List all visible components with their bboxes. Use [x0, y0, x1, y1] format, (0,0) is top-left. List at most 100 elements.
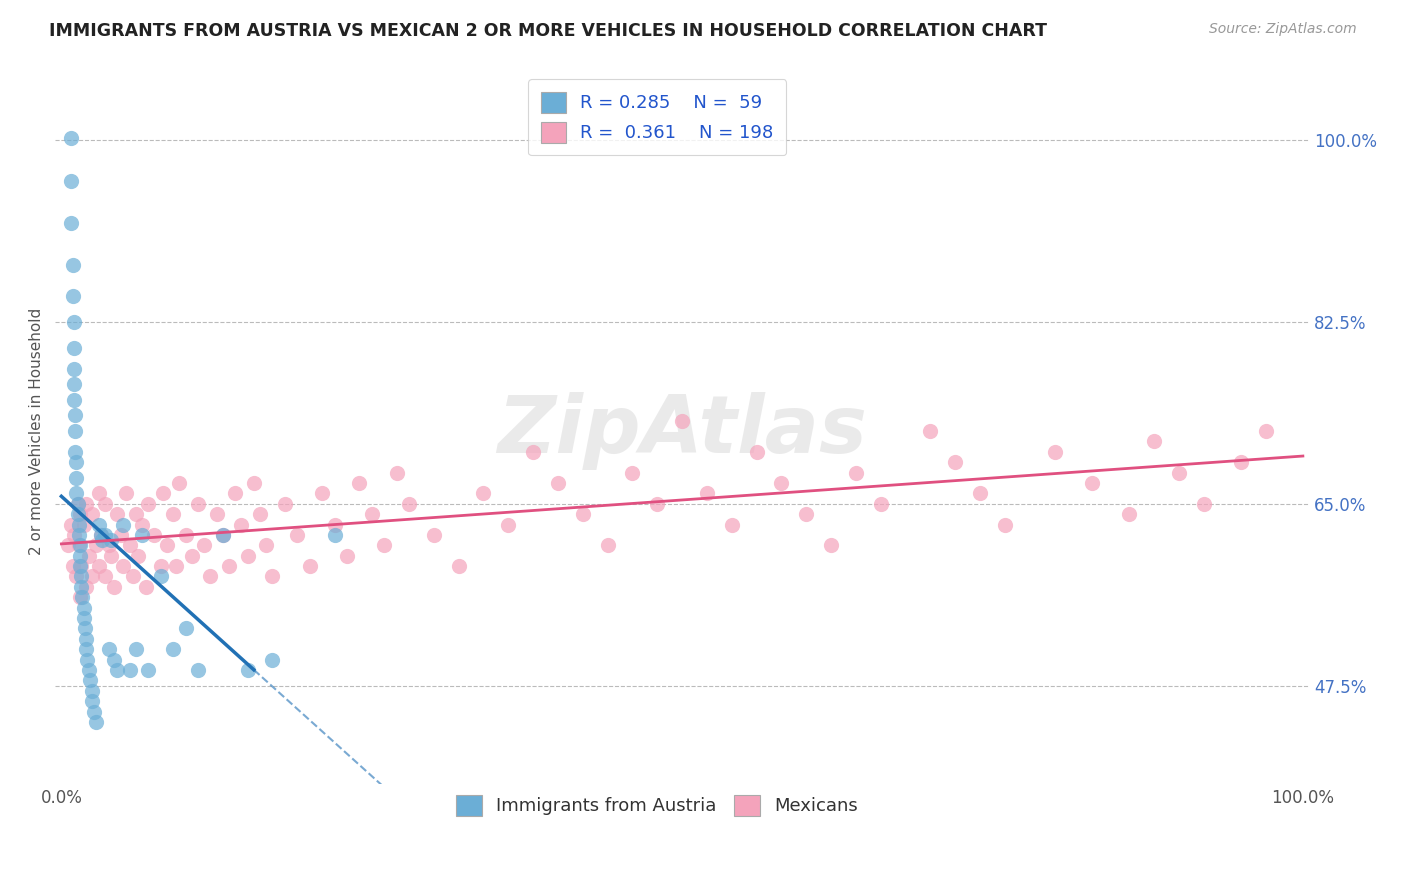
Point: [103, 653, 125, 667]
Point: [994, 517, 1017, 532]
Point: [84, 714, 107, 729]
Point: [69, 591, 91, 605]
Point: [94, 528, 117, 542]
Point: [136, 497, 159, 511]
Point: [127, 549, 149, 563]
Point: [75, 642, 97, 657]
Point: [77, 549, 100, 563]
Point: [398, 497, 420, 511]
Point: [596, 538, 619, 552]
Point: [745, 444, 768, 458]
Point: [56, 538, 79, 552]
Point: [87, 559, 110, 574]
Point: [84, 538, 107, 552]
Point: [845, 466, 868, 480]
Point: [696, 486, 718, 500]
Point: [90, 528, 112, 542]
Text: Source: ZipAtlas.com: Source: ZipAtlas.com: [1209, 22, 1357, 37]
Point: [1118, 507, 1140, 521]
Point: [180, 549, 202, 563]
Point: [73, 611, 96, 625]
Point: [169, 475, 191, 490]
Point: [112, 517, 135, 532]
Point: [66, 497, 89, 511]
Point: [1167, 466, 1189, 480]
Point: [205, 507, 228, 521]
Legend: Immigrants from Austria, Mexicans: Immigrants from Austria, Mexicans: [447, 786, 868, 825]
Point: [547, 475, 569, 490]
Y-axis label: 2 or more Vehicles in Household: 2 or more Vehicles in Household: [30, 308, 44, 555]
Point: [112, 559, 135, 574]
Point: [118, 663, 141, 677]
Point: [72, 591, 94, 605]
Point: [621, 466, 644, 480]
Point: [254, 538, 277, 552]
Point: [224, 486, 246, 500]
Point: [82, 507, 104, 521]
Point: [67, 517, 90, 532]
Point: [60, 130, 83, 145]
Point: [336, 549, 359, 563]
Point: [498, 517, 520, 532]
Point: [125, 507, 148, 521]
Point: [385, 466, 408, 480]
Point: [66, 507, 89, 521]
Point: [62, 258, 84, 272]
Point: [94, 497, 117, 511]
Point: [63, 444, 86, 458]
Point: [87, 486, 110, 500]
Point: [136, 663, 159, 677]
Point: [65, 455, 87, 469]
Text: IMMIGRANTS FROM AUSTRIA VS MEXICAN 2 OR MORE VEHICLES IN HOUSEHOLD CORRELATION C: IMMIGRANTS FROM AUSTRIA VS MEXICAN 2 OR …: [49, 22, 1047, 40]
Point: [100, 549, 122, 563]
Point: [63, 424, 86, 438]
Point: [323, 528, 346, 542]
Point: [73, 600, 96, 615]
Point: [349, 475, 371, 490]
Point: [70, 559, 93, 574]
Point: [65, 471, 87, 485]
Point: [97, 642, 120, 657]
Point: [211, 528, 233, 542]
Point: [73, 622, 96, 636]
Point: [149, 559, 172, 574]
Point: [75, 632, 97, 646]
Point: [149, 569, 172, 583]
Point: [62, 528, 84, 542]
Point: [174, 622, 197, 636]
Point: [162, 507, 184, 521]
Point: [69, 507, 91, 521]
Point: [94, 569, 117, 583]
Point: [285, 528, 308, 542]
Point: [118, 538, 141, 552]
Point: [131, 528, 153, 542]
Point: [156, 538, 179, 552]
Point: [211, 528, 233, 542]
Point: [193, 538, 215, 552]
Point: [103, 580, 125, 594]
Point: [472, 486, 495, 500]
Point: [262, 653, 284, 667]
Point: [82, 684, 104, 698]
Point: [236, 549, 259, 563]
Point: [249, 507, 271, 521]
Point: [70, 580, 93, 594]
Point: [131, 517, 153, 532]
Point: [572, 507, 595, 521]
Point: [143, 528, 166, 542]
Point: [125, 642, 148, 657]
Point: [70, 569, 93, 583]
Point: [60, 517, 83, 532]
Point: [969, 486, 991, 500]
Point: [323, 517, 346, 532]
Point: [1043, 444, 1066, 458]
Point: [1143, 434, 1166, 449]
Point: [360, 507, 382, 521]
Point: [1230, 455, 1253, 469]
Point: [122, 569, 145, 583]
Point: [165, 559, 187, 574]
Point: [920, 424, 942, 438]
Point: [82, 569, 104, 583]
Point: [62, 315, 84, 329]
Point: [75, 497, 97, 511]
